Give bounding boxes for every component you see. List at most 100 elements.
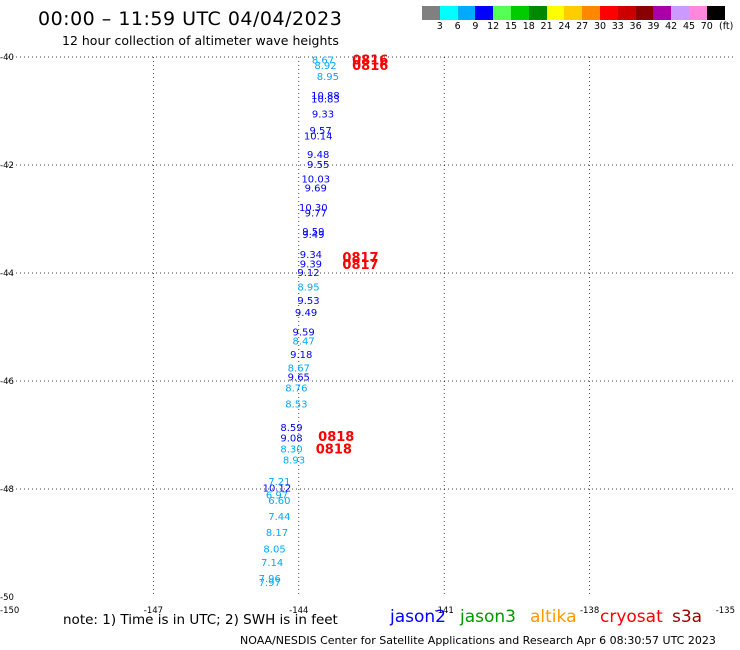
- wave-height-label: 7.21: [268, 477, 290, 488]
- wave-height-label: 8.47: [293, 337, 315, 348]
- legend-tick-label: 9: [472, 21, 479, 32]
- wave-height-label: 8.92: [314, 61, 336, 72]
- legend-tick-label: 3: [436, 21, 443, 32]
- lon-axis-label: -150: [0, 606, 19, 616]
- pass-time-label: 0817: [342, 258, 378, 273]
- wave-height-label: 8.95: [297, 283, 319, 294]
- pass-time-label: 0818: [318, 430, 354, 445]
- wave-height-label: 9.57: [309, 126, 331, 137]
- legend-swatch: [528, 6, 547, 20]
- wave-height-label: 8.93: [283, 455, 305, 466]
- wave-height-label: 10.30: [299, 203, 328, 214]
- legend-swatch: [688, 6, 707, 20]
- legend-tick-label: 21: [540, 21, 553, 32]
- legend-tick-label: 42: [665, 21, 678, 32]
- legend-swatch: [457, 6, 476, 20]
- page-subtitle: 12 hour collection of altimeter wave hei…: [62, 33, 339, 48]
- satellite-jason3: jason3: [460, 607, 516, 627]
- footnote: note: 1) Time is in UTC; 2) SWH is in fe…: [63, 612, 338, 628]
- satellite-cryosat: cryosat: [600, 607, 663, 627]
- wave-height-label: 8.17: [266, 528, 288, 539]
- legend-swatch: [493, 6, 511, 20]
- satellite-altika: altika: [530, 607, 577, 627]
- wave-height-label: 9.34: [300, 250, 322, 261]
- legend-swatch: [439, 6, 458, 20]
- legend-swatch: [510, 6, 529, 20]
- legend-tick-label: 27: [576, 21, 589, 32]
- wave-height-label: 9.49: [295, 308, 317, 319]
- wave-height-label: 8.67: [288, 364, 310, 375]
- legend-tick-label: 12: [487, 21, 500, 32]
- legend-tick-label: 24: [558, 21, 571, 32]
- legend-swatch: [653, 6, 672, 20]
- lat-axis-label: -42: [0, 161, 14, 171]
- lat-axis-label: -44: [0, 269, 14, 279]
- lat-axis-label: -48: [0, 485, 14, 495]
- satellite-jason2: jason2: [390, 607, 446, 627]
- wave-height-label: 8.59: [280, 423, 302, 434]
- lat-axis-label: -46: [0, 377, 14, 387]
- legend-swatch: [671, 6, 689, 20]
- wave-height-label: 10.88: [311, 91, 340, 102]
- pass-time-label: 0816: [352, 54, 388, 69]
- legend-swatch: [564, 6, 583, 20]
- wave-height-label: 10.83: [311, 95, 340, 106]
- wave-height-label: 9.12: [297, 268, 319, 279]
- lon-axis-label: -147: [144, 606, 163, 616]
- wave-height-label: 9.39: [300, 259, 322, 270]
- legend-tick-label: 70: [700, 21, 713, 32]
- lon-axis-label: -144: [289, 606, 308, 616]
- lat-axis-label: -50: [0, 593, 14, 603]
- lon-axis-label: -141: [435, 606, 454, 616]
- wave-height-label: 9.49: [302, 230, 324, 241]
- wave-height-label: 7.44: [268, 512, 290, 523]
- wave-height-label: 8.76: [285, 383, 307, 394]
- pass-time-label: 0817: [342, 251, 378, 266]
- lon-axis-label: -135: [716, 606, 735, 616]
- pass-time-label: 0818: [316, 443, 352, 458]
- wave-height-label: 10.12: [263, 483, 292, 494]
- wave-height-label: 9.55: [307, 160, 329, 171]
- wave-height-label: 9.08: [280, 434, 302, 445]
- wave-height-label: 8.05: [263, 544, 285, 555]
- wave-height-label: 7.96: [259, 574, 281, 585]
- legend-swatch: [599, 6, 618, 20]
- wave-height-label: 8.67: [312, 56, 334, 67]
- legend-swatch: [617, 6, 636, 20]
- wave-height-label: 9.59: [293, 327, 315, 338]
- credit-line: NOAA/NESDIS Center for Satellite Applica…: [240, 634, 716, 647]
- legend-tick-label: 36: [629, 21, 642, 32]
- wave-height-label: 9.65: [288, 373, 310, 384]
- wave-height-label: 6.97: [266, 490, 288, 501]
- wave-height-label: 8.53: [285, 400, 307, 411]
- color-legend: [422, 6, 725, 20]
- legend-swatch: [475, 6, 494, 20]
- legend-swatch: [706, 6, 725, 20]
- legend-tick-label: 18: [522, 21, 535, 32]
- wave-height-label: 8.30: [280, 445, 302, 456]
- wave-height-label: 7.14: [261, 558, 283, 569]
- wave-height-label: 10.14: [304, 131, 333, 142]
- color-legend-ticks: (ft) 3 6 9 12 15 18 21 24 27 30 33 36 39 42 45 70: [422, 21, 740, 33]
- legend-tick-label: 6: [454, 21, 461, 32]
- legend-swatch: [635, 6, 654, 20]
- legend-swatch: [582, 6, 600, 20]
- lat-axis-label: -40: [0, 53, 14, 63]
- wave-height-label: 9.77: [305, 209, 327, 220]
- page-title: 00:00 – 11:59 UTC 04/04/2023: [38, 8, 343, 30]
- wave-height-label: 8.95: [317, 72, 339, 83]
- wave-height-label: 9.59: [302, 227, 324, 238]
- pass-time-label: 0816: [352, 59, 388, 74]
- wave-height-label: 9.33: [312, 110, 334, 121]
- wave-height-label: 7.97: [259, 578, 281, 589]
- wave-height-label: 10.03: [301, 175, 330, 186]
- wave-height-label: 6.60: [268, 496, 290, 507]
- legend-swatch: [546, 6, 565, 20]
- legend-tick-label: 15: [504, 21, 518, 32]
- wave-height-label: 9.48: [307, 150, 329, 161]
- wave-height-label: 9.53: [297, 296, 319, 307]
- legend-tick-label: 33: [611, 21, 624, 32]
- legend-tick-label: 30: [593, 21, 607, 32]
- lon-axis-label: -138: [580, 606, 599, 616]
